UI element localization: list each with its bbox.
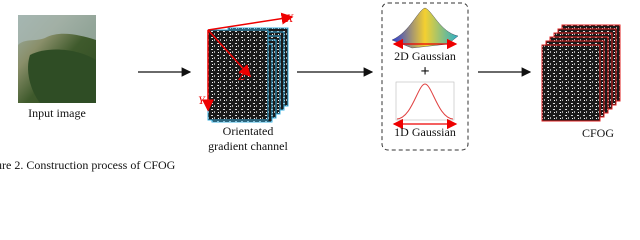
input-label: Input image	[28, 106, 86, 120]
output-label: CFOG	[582, 126, 614, 140]
axis-arrow	[207, 12, 294, 31]
figure: Input image X Z Y Orientated gradient ch…	[0, 2, 621, 172]
input-image	[18, 15, 96, 103]
caption: Figure 2. Construction process of CFOG	[0, 158, 176, 172]
gaussian-1d-frame	[395, 81, 455, 121]
gaussian-2d-plot	[391, 7, 459, 49]
channel-label: Orientated	[223, 124, 274, 138]
axis-label: Z	[238, 69, 245, 83]
axis-label: X	[285, 11, 294, 25]
gaussian-1d-label: 1D Gaussian	[394, 125, 456, 139]
channel-stack	[207, 27, 289, 123]
gaussian-1d-plot	[396, 83, 454, 120]
gaussian-2d-label: 2D Gaussian	[394, 49, 456, 63]
axis-arrow	[207, 29, 252, 78]
axis-label: Y	[198, 93, 206, 107]
plus: +	[420, 63, 429, 80]
cfog-stack	[541, 24, 621, 122]
channel-label: gradient channel	[208, 139, 288, 153]
page: Input image X Z Y Orientated gradient ch…	[0, 2, 621, 172]
gaussian-box	[381, 2, 469, 151]
